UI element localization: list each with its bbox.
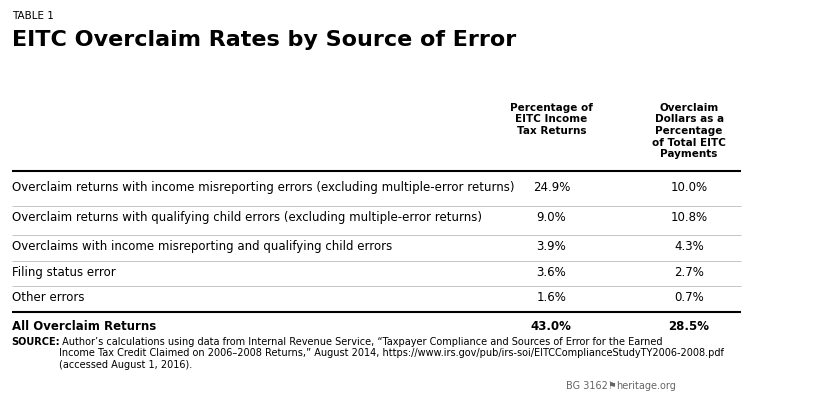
Text: 0.7%: 0.7% <box>674 291 704 304</box>
Text: Author’s calculations using data from Internal Revenue Service, “Taxpayer Compli: Author’s calculations using data from In… <box>59 337 724 370</box>
Text: 2.7%: 2.7% <box>674 266 704 279</box>
Text: 9.0%: 9.0% <box>536 211 566 224</box>
Text: heritage.org: heritage.org <box>616 381 676 391</box>
Text: Overclaims with income misreporting and qualifying child errors: Overclaims with income misreporting and … <box>12 240 392 253</box>
Text: 3.9%: 3.9% <box>536 240 566 253</box>
Text: Other errors: Other errors <box>12 291 84 304</box>
Text: SOURCE:: SOURCE: <box>12 337 60 347</box>
Text: 10.8%: 10.8% <box>671 211 708 224</box>
Text: 10.0%: 10.0% <box>671 182 708 195</box>
Text: 4.3%: 4.3% <box>674 240 704 253</box>
Text: Filing status error: Filing status error <box>12 266 116 279</box>
Text: 24.9%: 24.9% <box>533 182 570 195</box>
Text: Overclaim returns with income misreporting errors (excluding multiple-error retu: Overclaim returns with income misreporti… <box>12 182 514 195</box>
Text: Percentage of
EITC Income
Tax Returns: Percentage of EITC Income Tax Returns <box>510 103 593 136</box>
Text: 1.6%: 1.6% <box>536 291 566 304</box>
Text: Overclaim
Dollars as a
Percentage
of Total EITC
Payments: Overclaim Dollars as a Percentage of Tot… <box>652 103 726 159</box>
Text: 3.6%: 3.6% <box>536 266 566 279</box>
Text: All Overclaim Returns: All Overclaim Returns <box>12 320 156 333</box>
Text: 43.0%: 43.0% <box>531 320 572 333</box>
Text: TABLE 1: TABLE 1 <box>12 11 54 22</box>
Text: Overclaim returns with qualifying child errors (excluding multiple-error returns: Overclaim returns with qualifying child … <box>12 211 482 224</box>
Text: ⚑: ⚑ <box>607 381 616 391</box>
Text: BG 3162: BG 3162 <box>566 381 608 391</box>
Text: 28.5%: 28.5% <box>668 320 710 333</box>
Text: EITC Overclaim Rates by Source of Error: EITC Overclaim Rates by Source of Error <box>12 30 516 50</box>
